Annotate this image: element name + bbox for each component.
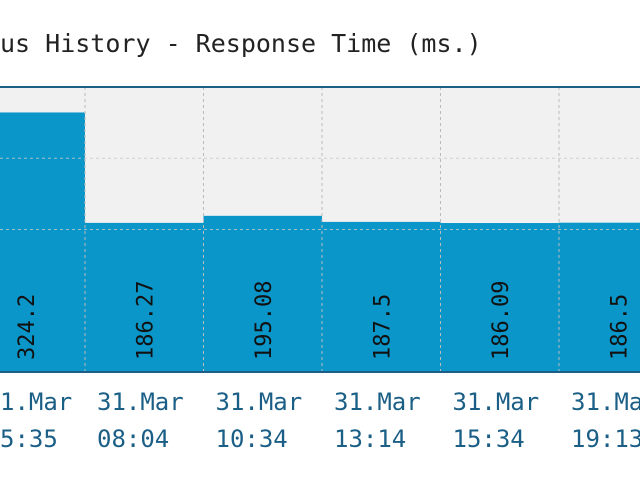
x-tick-label: 1.Mar <box>0 388 72 416</box>
plot: 324.2 1.Mar 5:35 186.27 31.Mar 08:04 195.08 31.… <box>0 87 640 453</box>
value-label: 186.5 <box>607 294 632 360</box>
x-tick-label: 31.Mar <box>453 388 540 416</box>
bar <box>559 222 640 372</box>
x-tick-label: 08:04 <box>97 425 169 453</box>
bar <box>322 221 441 372</box>
x-tick-label: 15:34 <box>453 425 525 453</box>
value-label: 195.08 <box>252 281 277 360</box>
x-tick-label: 5:35 <box>0 425 58 453</box>
x-tick-label: 31.Mar <box>334 388 421 416</box>
x-tick-label: 31.Ma <box>571 388 640 416</box>
x-tick-label: 13:14 <box>334 425 406 453</box>
value-label: 186.09 <box>489 281 514 360</box>
x-tick-label: 19:13 <box>571 425 640 453</box>
bar <box>85 222 204 372</box>
chart-title: us History - Response Time (ms.) <box>0 29 482 58</box>
value-label: 187.5 <box>370 294 395 360</box>
bar <box>203 215 322 372</box>
value-label: 186.27 <box>133 281 158 360</box>
bar <box>0 112 85 373</box>
value-label: 324.2 <box>15 294 40 360</box>
x-tick-label: 31.Mar <box>97 388 184 416</box>
x-tick-label: 10:34 <box>216 425 288 453</box>
x-tick-label: 31.Mar <box>216 388 303 416</box>
bar <box>440 223 559 372</box>
